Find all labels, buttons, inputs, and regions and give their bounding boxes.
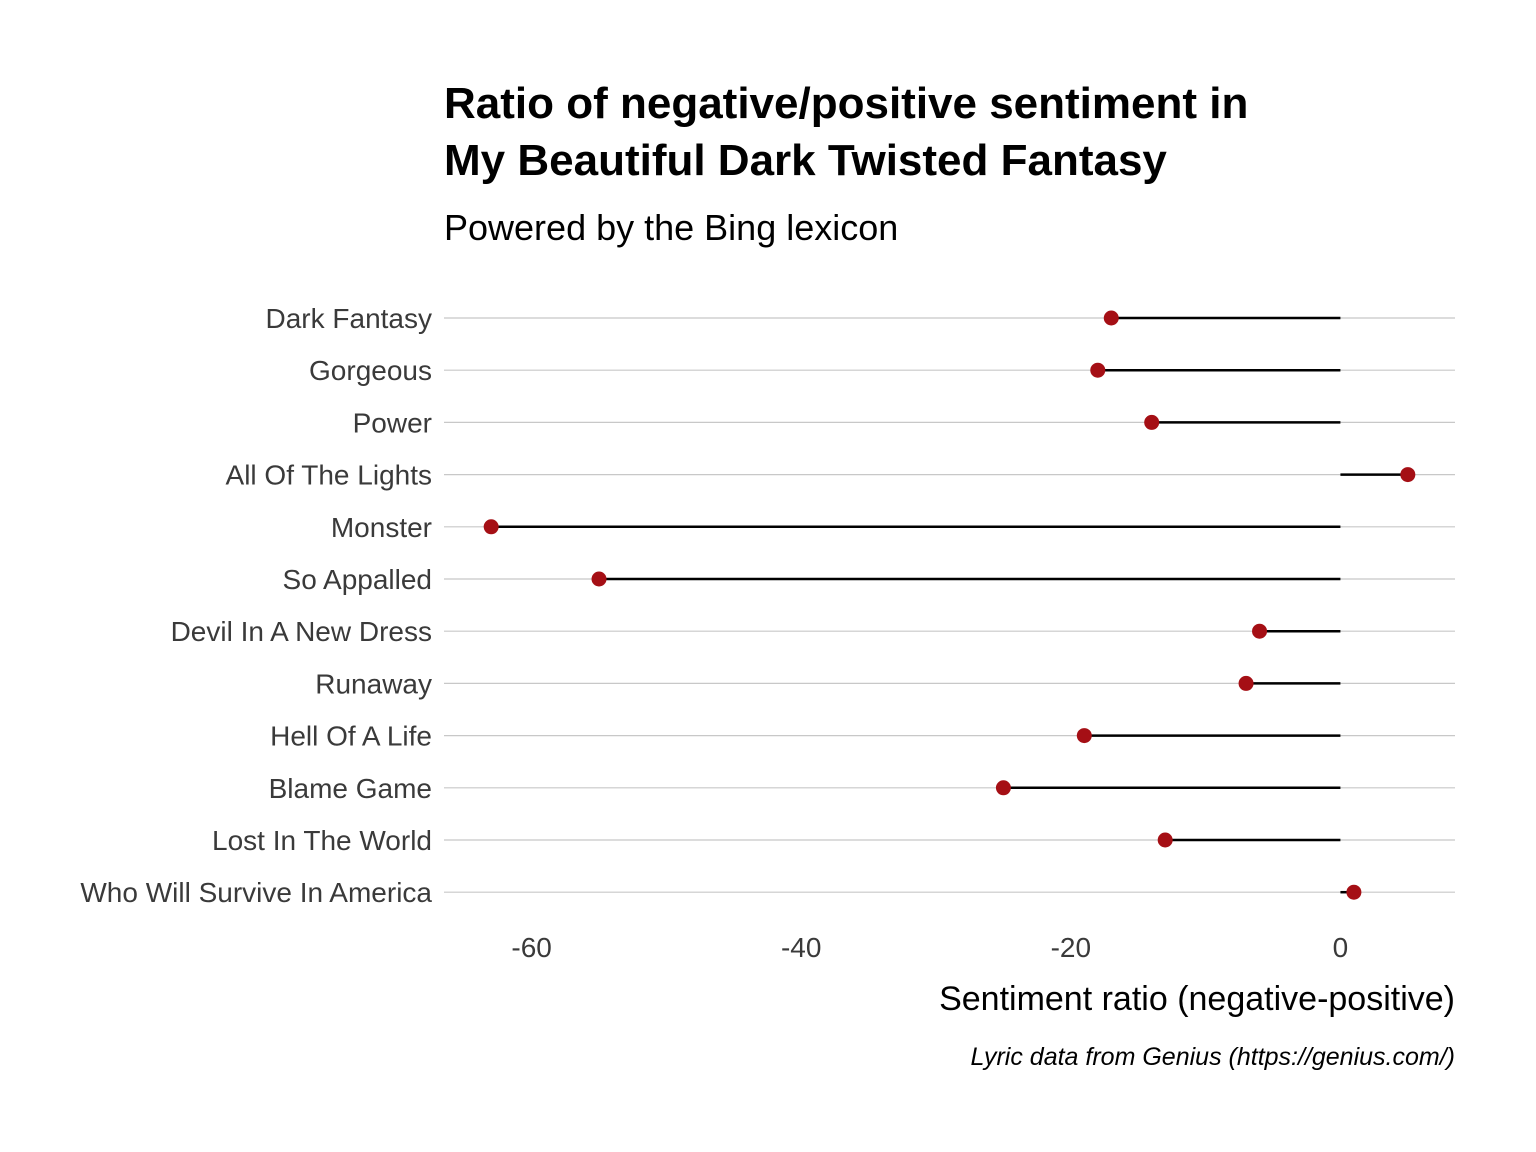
point-devil-in-a-new-dress <box>1252 623 1268 639</box>
point-monster <box>483 519 499 535</box>
chart-title: Ratio of negative/positive sentiment in … <box>444 79 1248 185</box>
point-dark-fantasy <box>1103 310 1119 326</box>
category-label-who-will-survive-in-america: Who Will Survive In America <box>80 877 432 908</box>
category-label-all-of-the-lights: All Of The Lights <box>226 460 432 491</box>
point-power <box>1144 414 1160 430</box>
x-tick-label--20: -20 <box>1051 932 1091 963</box>
category-label-blame-game: Blame Game <box>269 773 432 804</box>
point-who-will-survive-in-america <box>1346 884 1362 900</box>
x-axis-title: Sentiment ratio (negative-positive) <box>939 980 1455 1018</box>
x-tick-label--40: -40 <box>781 932 821 963</box>
chart-title-line-1: Ratio of negative/positive sentiment in <box>444 79 1248 128</box>
point-gorgeous <box>1090 362 1106 378</box>
lollipop-stems <box>491 316 1408 894</box>
category-label-so-appalled: So Appalled <box>283 564 432 595</box>
x-tick-label-0: 0 <box>1333 932 1349 963</box>
x-axis-ticks: -60 -40 -20 0 <box>511 932 1348 963</box>
lollipop-points <box>483 310 1416 900</box>
point-lost-in-the-world <box>1157 832 1173 848</box>
x-tick-label--60: -60 <box>511 932 551 963</box>
category-labels: Dark Fantasy Gorgeous Power All Of The Ligh… <box>80 303 432 908</box>
gridlines <box>444 317 1455 893</box>
category-label-gorgeous: Gorgeous <box>309 355 432 386</box>
point-blame-game <box>995 780 1011 796</box>
chart-subtitle: Powered by the Bing lexicon <box>444 207 898 248</box>
point-all-of-the-lights <box>1400 467 1416 483</box>
chart-caption: Lyric data from Genius (https://genius.c… <box>971 1043 1455 1071</box>
category-label-monster: Monster <box>331 512 432 543</box>
category-label-hell-of-a-life: Hell Of A Life <box>270 721 432 752</box>
category-label-devil-in-a-new-dress: Devil In A New Dress <box>171 616 432 647</box>
point-hell-of-a-life <box>1076 728 1092 744</box>
category-label-power: Power <box>353 407 432 438</box>
category-label-lost-in-the-world: Lost In The World <box>212 825 432 856</box>
chart-title-line-2: My Beautiful Dark Twisted Fantasy <box>444 136 1167 185</box>
point-runaway <box>1238 675 1254 691</box>
point-so-appalled <box>591 571 607 587</box>
category-label-dark-fantasy: Dark Fantasy <box>266 303 433 334</box>
category-label-runaway: Runaway <box>315 668 432 699</box>
